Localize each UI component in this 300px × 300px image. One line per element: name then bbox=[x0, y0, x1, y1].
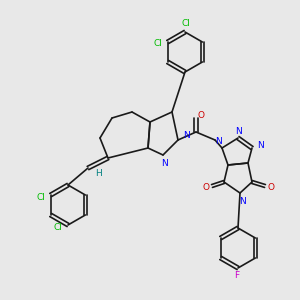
Text: Cl: Cl bbox=[36, 193, 45, 202]
Text: O: O bbox=[197, 112, 205, 121]
Text: O: O bbox=[268, 182, 274, 191]
Text: N: N bbox=[238, 196, 245, 206]
Text: F: F bbox=[234, 272, 240, 280]
Text: N: N bbox=[183, 131, 189, 140]
Text: H: H bbox=[94, 169, 101, 178]
Text: N: N bbox=[236, 127, 242, 136]
Text: N: N bbox=[162, 158, 168, 167]
Text: N: N bbox=[214, 137, 221, 146]
Text: N: N bbox=[256, 142, 263, 151]
Text: Cl: Cl bbox=[153, 40, 162, 49]
Text: Cl: Cl bbox=[182, 20, 190, 28]
Text: O: O bbox=[202, 182, 209, 191]
Text: Cl: Cl bbox=[54, 223, 62, 232]
